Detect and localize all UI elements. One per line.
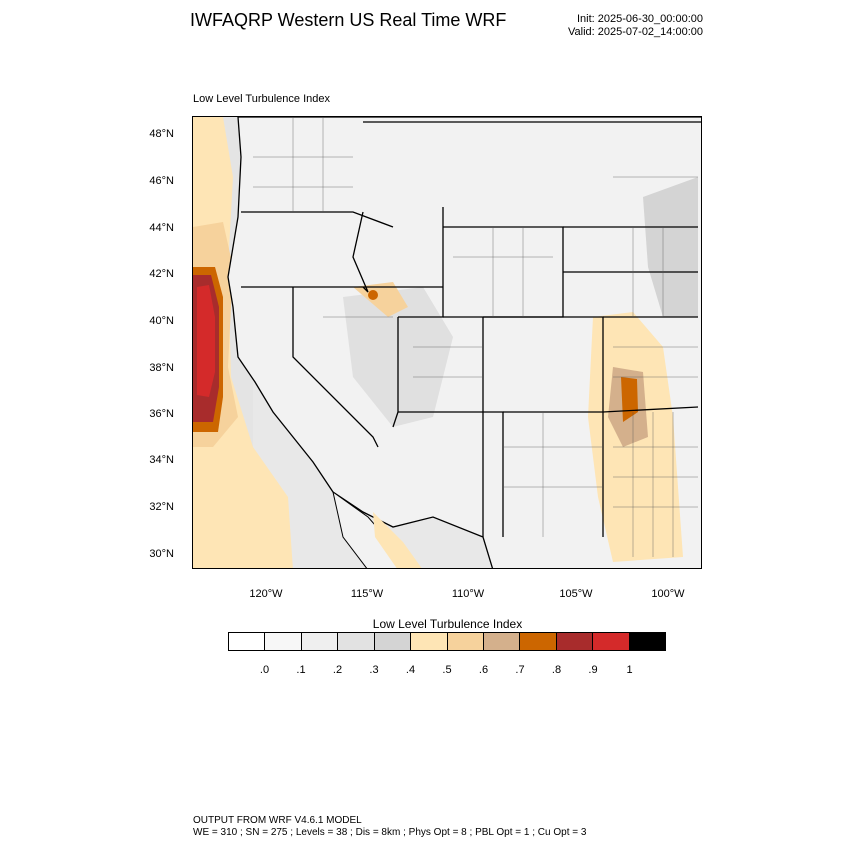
colorbar-box <box>229 633 266 650</box>
gulf-turbulence-zone <box>373 512 422 568</box>
map-frame <box>192 116 702 569</box>
lon-label: 115°W <box>350 588 384 600</box>
colorbar-box <box>483 633 521 650</box>
dakotas-shading <box>643 177 698 317</box>
colorbar-title: Low Level Turbulence Index <box>372 617 523 631</box>
lat-label: 38°N <box>149 362 174 374</box>
colorbar-box <box>520 633 557 650</box>
colorbar-box <box>629 633 666 650</box>
colorbar-label: .6 <box>478 664 489 676</box>
lat-label: 42°N <box>149 268 174 280</box>
state-borders <box>241 121 701 537</box>
colorbar-label: .3 <box>369 664 379 676</box>
colorbar-label: .8 <box>551 664 562 676</box>
colorbar-label: .2 <box>332 664 343 676</box>
utah-hotspot <box>368 290 378 300</box>
lon-label: 100°W <box>651 588 685 600</box>
map-subtitle: Low Level Turbulence Index <box>193 93 330 105</box>
colorbar-label: .1 <box>296 664 306 676</box>
lat-label: 32°N <box>149 501 174 513</box>
colorbar-box <box>301 633 339 650</box>
footer-config-line: WE = 310 ; SN = 275 ; Levels = 38 ; Dis … <box>193 827 587 838</box>
footer-model-line: OUTPUT FROM WRF V4.6.1 MODEL <box>193 815 362 826</box>
model-footer: OUTPUT FROM WRF V4.6.1 MODEL WE = 310 ; … <box>193 815 586 839</box>
colorbar-box <box>411 633 448 650</box>
valid-time: Valid: 2025-07-02_14:00:00 <box>568 26 703 38</box>
lon-label: 110°W <box>451 588 485 600</box>
lat-label: 46°N <box>149 175 174 187</box>
land-area <box>227 117 701 568</box>
lat-label: 30°N <box>149 548 174 560</box>
colorbar-label: .4 <box>405 664 416 676</box>
colorbar-box <box>593 633 630 650</box>
lat-label: 40°N <box>149 315 174 327</box>
lat-label: 44°N <box>149 222 174 234</box>
colorbar-box <box>447 633 484 650</box>
main-title: IWFAQRP Western US Real Time WRF <box>190 10 507 30</box>
lat-label: 36°N <box>149 408 174 420</box>
colorbar-label: .5 <box>442 664 452 676</box>
init-time: Init: 2025-06-30_00:00:00 <box>577 13 703 25</box>
lat-label: 48°N <box>149 128 174 140</box>
colorbar-box <box>374 633 412 650</box>
colorbar-label: 1 <box>626 664 633 676</box>
colorbar-box <box>338 633 375 650</box>
colorbar <box>228 632 666 651</box>
time-info: Init: 2025-06-30_00:00:00 Valid: 2025-07… <box>520 13 703 39</box>
county-borders <box>253 117 698 557</box>
colorbar-box <box>556 633 594 650</box>
colorbar-label: .7 <box>515 664 525 676</box>
offshore-severe-zone <box>197 285 215 397</box>
turbulence-map <box>193 117 701 568</box>
colorbar-label: .0 <box>259 664 270 676</box>
lat-label: 34°N <box>149 454 174 466</box>
colorbar-label: .9 <box>588 664 598 676</box>
lon-label: 120°W <box>249 588 283 600</box>
lon-label: 105°W <box>559 588 593 600</box>
colorbar-box <box>265 633 302 650</box>
